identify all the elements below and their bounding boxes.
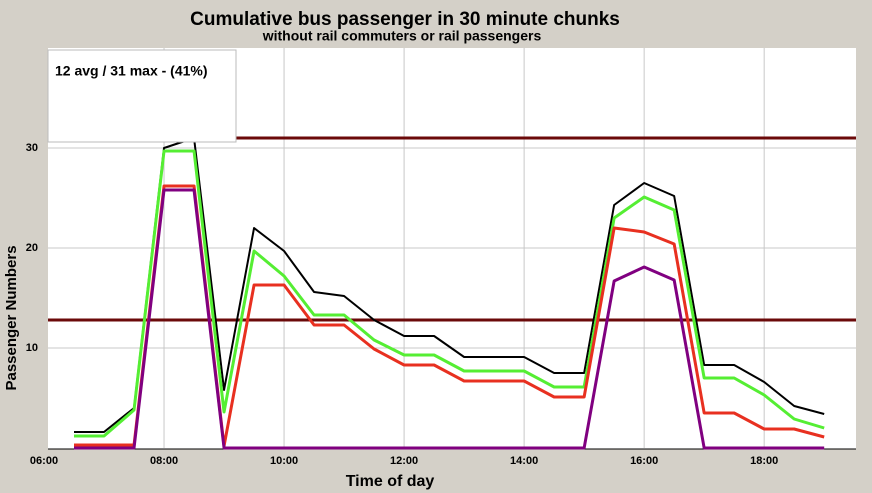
x-tick-label: 18:00 xyxy=(750,455,778,467)
series-line xyxy=(74,149,825,438)
x-tick-label: 10:00 xyxy=(270,455,298,467)
x-tick-label: 16:00 xyxy=(630,455,658,467)
series-line xyxy=(74,137,825,433)
y-tick-label: 20 xyxy=(26,242,38,254)
y-axis-label: Passenger Numbers xyxy=(3,245,20,390)
annotation: 12 avg / 31 max - (41%) xyxy=(55,63,208,79)
annotation-box xyxy=(47,49,237,143)
x-tick-label: 08:00 xyxy=(150,455,178,467)
chart-subtitle: without rail commuters or rail passenger… xyxy=(262,28,542,44)
x-tick-label: 06:00 xyxy=(30,455,58,467)
x-tick-label: 12:00 xyxy=(390,455,418,467)
series-line xyxy=(74,188,825,450)
y-tick-label: 30 xyxy=(26,142,38,154)
chart-title: Cumulative bus passenger in 30 minute ch… xyxy=(190,9,620,30)
y-tick-label: 10 xyxy=(26,342,38,354)
x-tick-label: 14:00 xyxy=(510,455,538,467)
x-axis-label: Time of day xyxy=(346,473,435,490)
